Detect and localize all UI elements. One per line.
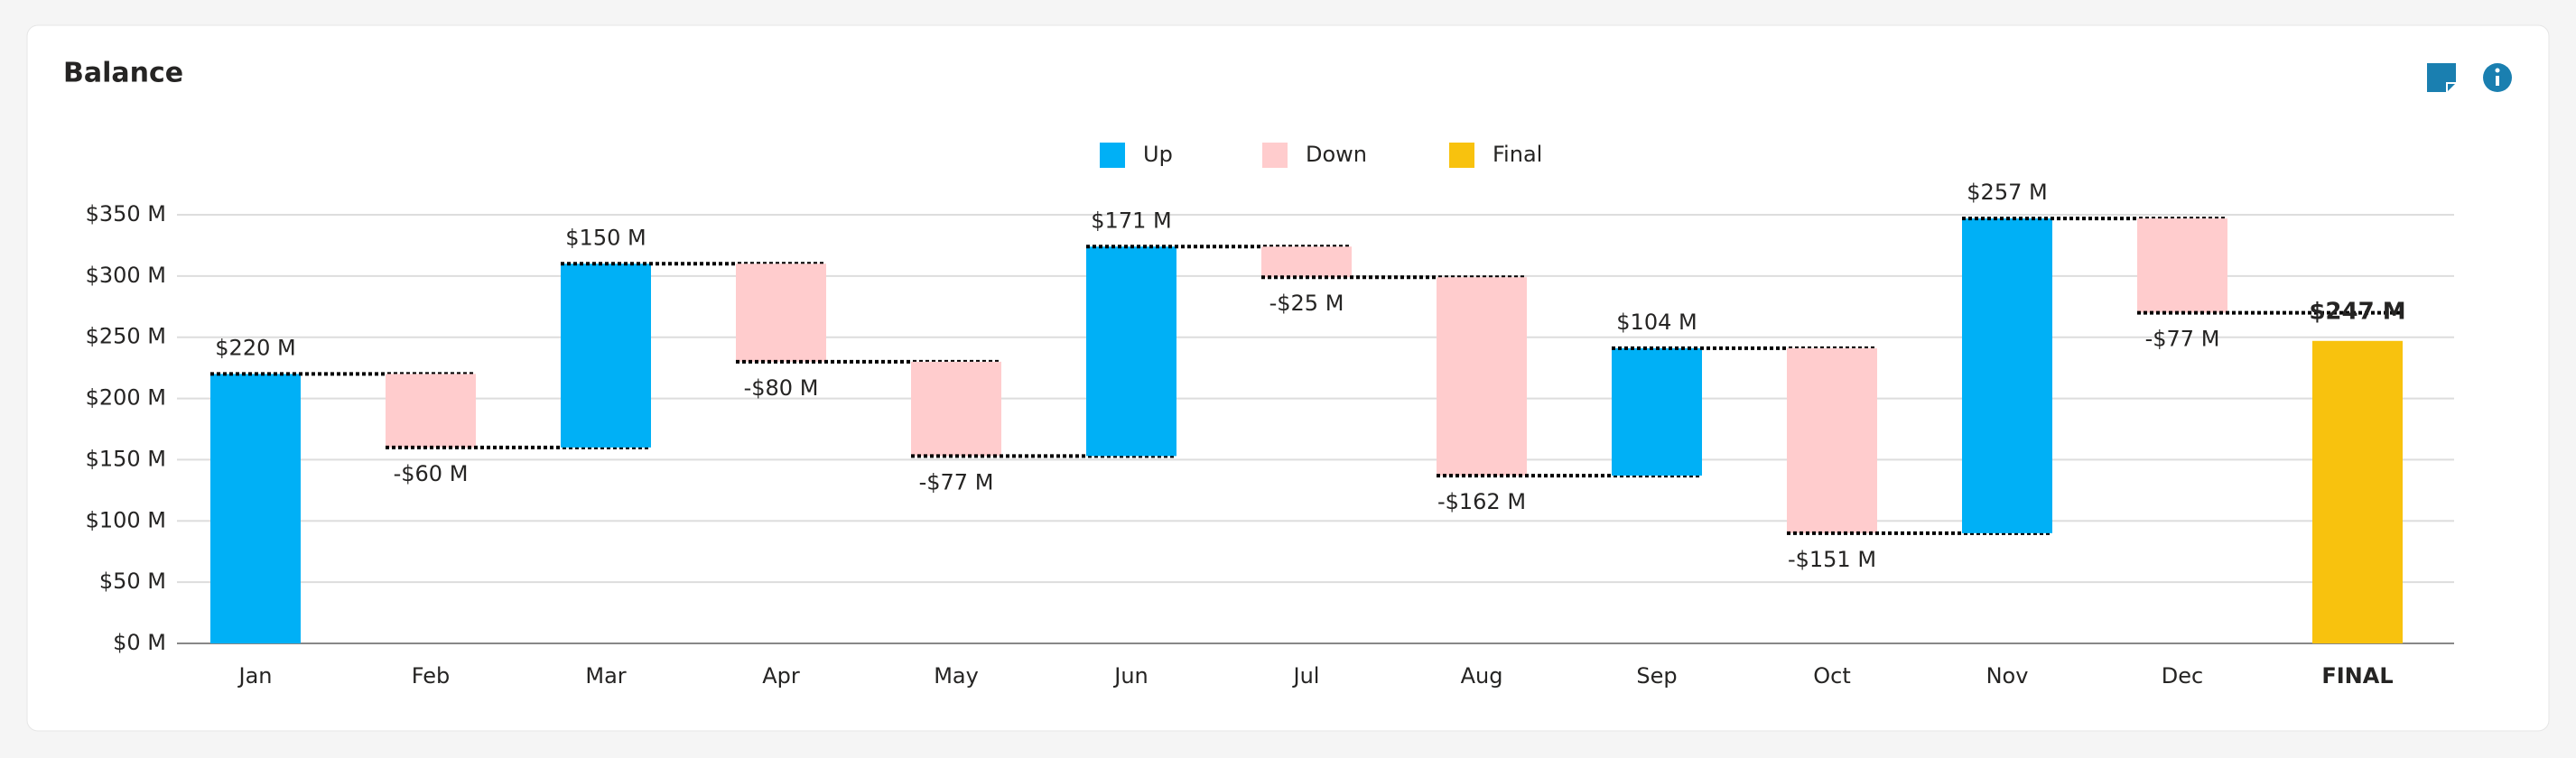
legend-label: Down: [1306, 142, 1367, 167]
info-icon[interactable]: [2483, 63, 2512, 92]
value-label: $150 M: [565, 225, 646, 250]
x-tick-label: May: [934, 663, 979, 689]
value-label: $104 M: [1616, 310, 1697, 335]
value-label: -$80 M: [744, 375, 819, 401]
x-tick-label: Jan: [237, 663, 273, 689]
y-tick-label: $100 M: [86, 507, 166, 532]
info-dot: [2495, 68, 2500, 73]
value-label: -$77 M: [919, 469, 994, 495]
value-label: $247 M: [2309, 298, 2405, 325]
note-fold: [2446, 82, 2456, 92]
bar: [1261, 246, 1352, 278]
bar: [1962, 218, 2052, 533]
bar: [386, 374, 476, 448]
x-tick-label: Aug: [1461, 663, 1503, 689]
value-label: -$60 M: [394, 461, 469, 486]
bar: [2312, 340, 2403, 643]
y-tick-label: $350 M: [86, 201, 166, 226]
bar: [911, 361, 1001, 457]
legend-swatch: [1449, 143, 1474, 168]
x-tick-label: Feb: [412, 663, 451, 689]
value-label: $257 M: [1967, 180, 2047, 205]
bar: [1086, 246, 1176, 457]
bar: [1437, 277, 1527, 476]
value-label: $171 M: [1091, 208, 1171, 233]
x-tick-label: Jul: [1292, 663, 1320, 689]
x-tick-label: Mar: [585, 663, 626, 689]
y-tick-label: $0 M: [113, 630, 166, 655]
legend-label: Final: [1493, 142, 1542, 167]
info-stem: [2496, 76, 2499, 86]
note-shape: [2427, 63, 2456, 92]
x-tick-label: Apr: [762, 663, 800, 689]
bar: [561, 263, 651, 448]
card: [26, 24, 2550, 732]
x-tick-label: Sep: [1636, 663, 1677, 689]
y-tick-label: $200 M: [86, 385, 166, 411]
legend-swatch: [1262, 143, 1288, 168]
bar: [736, 263, 826, 362]
value-label: -$151 M: [1788, 547, 1876, 572]
x-tick-label: Oct: [1813, 663, 1851, 689]
x-tick-label: FINAL: [2321, 663, 2393, 689]
note-icon[interactable]: [2427, 63, 2456, 92]
bar: [2137, 218, 2227, 313]
x-tick-label: Nov: [1986, 663, 2029, 689]
value-label: -$25 M: [1269, 291, 1344, 316]
legend-swatch: [1100, 143, 1125, 168]
y-tick-label: $50 M: [99, 568, 166, 594]
value-label: $220 M: [215, 335, 295, 360]
value-label: -$162 M: [1437, 489, 1526, 514]
legend-label: Up: [1143, 142, 1173, 167]
y-tick-label: $300 M: [86, 263, 166, 288]
bar: [210, 374, 301, 643]
bar: [1612, 347, 1702, 476]
chart-title: Balance: [63, 58, 183, 89]
y-tick-label: $250 M: [86, 324, 166, 349]
x-tick-label: Dec: [2162, 663, 2203, 689]
x-tick-label: Jun: [1112, 663, 1149, 689]
y-tick-label: $150 M: [86, 446, 166, 471]
value-label: -$77 M: [2145, 327, 2220, 352]
bar: [1787, 347, 1877, 533]
